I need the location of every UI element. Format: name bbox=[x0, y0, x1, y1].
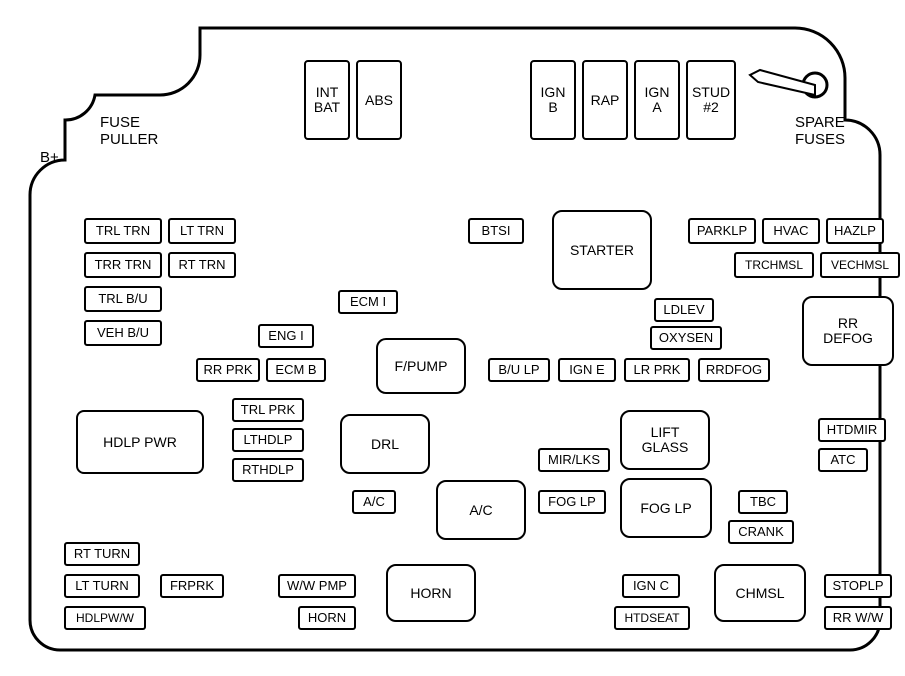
fuse-hdlp-pwr: HDLP PWR bbox=[76, 410, 204, 474]
fuse-int-bat: INT BAT bbox=[304, 60, 350, 140]
fuse-fog-lp-s: FOG LP bbox=[538, 490, 606, 514]
fuse-hvac: HVAC bbox=[762, 218, 820, 244]
fuse-oxysen: OXYSEN bbox=[650, 326, 722, 350]
fuse-trr-trn: TRR TRN bbox=[84, 252, 162, 278]
fuse-rr-ww: RR W/W bbox=[824, 606, 892, 630]
fuse-bu-lp: B/U LP bbox=[488, 358, 550, 382]
fuse-lt-turn: LT TURN bbox=[64, 574, 140, 598]
fuse-rthdlp: RTHDLP bbox=[232, 458, 304, 482]
label-spare-fuses: SPARE FUSES bbox=[795, 115, 845, 148]
fuse-veh-bu: VEH B/U bbox=[84, 320, 162, 346]
label-b-plus: B+ bbox=[40, 150, 59, 167]
fuse-rr-defog: RR DEFOG bbox=[802, 296, 894, 366]
fuse-ecm-i: ECM I bbox=[338, 290, 398, 314]
fuse-parklp: PARKLP bbox=[688, 218, 756, 244]
fuse-crank: CRANK bbox=[728, 520, 794, 544]
label-fuse-puller: FUSE PULLER bbox=[100, 115, 158, 148]
fuse-horn-s: HORN bbox=[298, 606, 356, 630]
fuse-lthdlp: LTHDLP bbox=[232, 428, 304, 452]
fuse-tbc: TBC bbox=[738, 490, 788, 514]
fuse-rrdfog: RRDFOG bbox=[698, 358, 770, 382]
fuse-atc: ATC bbox=[818, 448, 868, 472]
fuse-ign-b: IGN B bbox=[530, 60, 576, 140]
fuse-ww-pmp: W/W PMP bbox=[278, 574, 356, 598]
fuse-eng-i: ENG I bbox=[258, 324, 314, 348]
fuse-rt-trn: RT TRN bbox=[168, 252, 236, 278]
fuse-starter: STARTER bbox=[552, 210, 652, 290]
fuse-lt-trn: LT TRN bbox=[168, 218, 236, 244]
fuse-btsi: BTSI bbox=[468, 218, 524, 244]
fuse-ac-small: A/C bbox=[352, 490, 396, 514]
fuse-ign-e: IGN E bbox=[558, 358, 616, 382]
fuse-frprk: FRPRK bbox=[160, 574, 224, 598]
fuse-htdseat: HTDSEAT bbox=[614, 606, 690, 630]
fuse-ign-a: IGN A bbox=[634, 60, 680, 140]
fuse-ldlev: LDLEV bbox=[654, 298, 714, 322]
fuse-abs: ABS bbox=[356, 60, 402, 140]
fuse-ecm-b: ECM B bbox=[266, 358, 326, 382]
fuse-hdlpw-w: HDLPW/W bbox=[64, 606, 146, 630]
fuse-lift-glass: LIFT GLASS bbox=[620, 410, 710, 470]
fuse-trl-bu: TRL B/U bbox=[84, 286, 162, 312]
fuse-stud-2: STUD #2 bbox=[686, 60, 736, 140]
fuse-trchmsl: TRCHMSL bbox=[734, 252, 814, 278]
fuse-trl-prk: TRL PRK bbox=[232, 398, 304, 422]
fuse-box-diagram: FUSE PULLER B+ SPARE FUSES INT BATABS IGN B… bbox=[0, 0, 905, 676]
fuse-rr-prk: RR PRK bbox=[196, 358, 260, 382]
fuse-rt-turn: RT TURN bbox=[64, 542, 140, 566]
fuse-mir-lks: MIR/LKS bbox=[538, 448, 610, 472]
fuse-hazlp: HAZLP bbox=[826, 218, 884, 244]
fuse-htdmir: HTDMIR bbox=[818, 418, 886, 442]
fuse-ac-big: A/C bbox=[436, 480, 526, 540]
fuse-trl-trn: TRL TRN bbox=[84, 218, 162, 244]
fuse-fog-lp-b: FOG LP bbox=[620, 478, 712, 538]
fuse-horn-b: HORN bbox=[386, 564, 476, 622]
fuse-chmsl: CHMSL bbox=[714, 564, 806, 622]
fuse-ign-c: IGN C bbox=[622, 574, 680, 598]
fuse-f-pump: F/PUMP bbox=[376, 338, 466, 394]
fuse-rap: RAP bbox=[582, 60, 628, 140]
fuse-stoplp: STOPLP bbox=[824, 574, 892, 598]
fuse-drl: DRL bbox=[340, 414, 430, 474]
fuse-lr-prk: LR PRK bbox=[624, 358, 690, 382]
fuse-vechmsl: VECHMSL bbox=[820, 252, 900, 278]
